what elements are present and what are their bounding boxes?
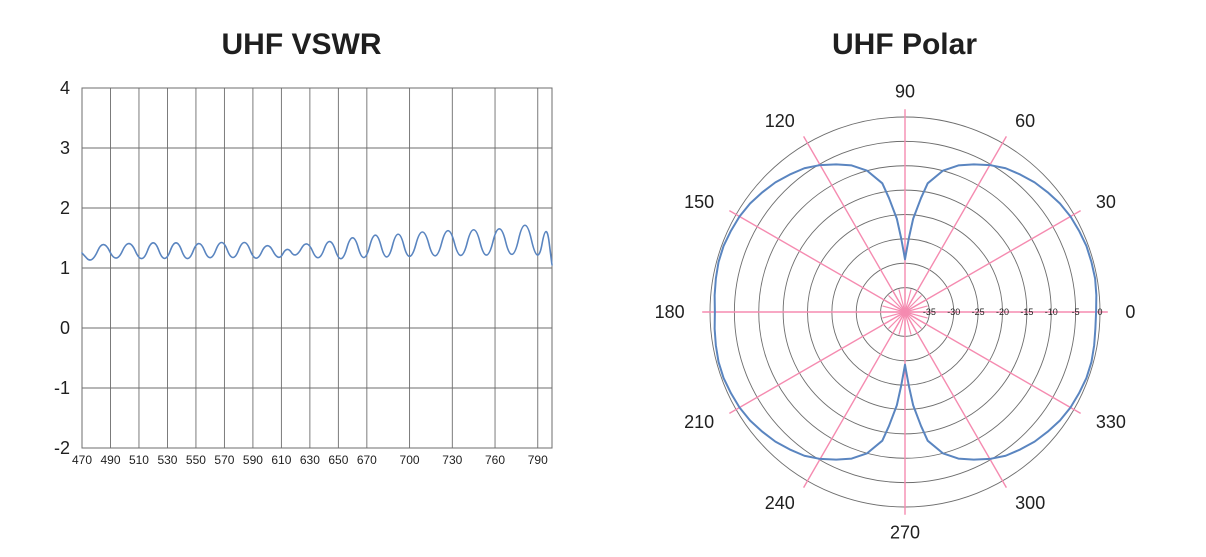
svg-text:60: 60	[1015, 111, 1035, 131]
svg-text:-20: -20	[995, 307, 1008, 317]
svg-text:630: 630	[299, 453, 319, 467]
svg-text:30: 30	[1095, 192, 1115, 212]
svg-text:-2: -2	[53, 438, 69, 458]
svg-text:4: 4	[59, 78, 69, 98]
svg-text:-5: -5	[1071, 307, 1079, 317]
svg-text:300: 300	[1015, 493, 1045, 513]
svg-text:180: 180	[654, 302, 684, 322]
svg-text:530: 530	[157, 453, 177, 467]
svg-text:590: 590	[242, 453, 262, 467]
svg-text:-15: -15	[1020, 307, 1033, 317]
svg-text:0: 0	[1125, 302, 1135, 322]
svg-text:-25: -25	[971, 307, 984, 317]
svg-text:330: 330	[1095, 412, 1125, 432]
polar-chart: 0 30 60 90 120 150 180 210 240 270 300 330 -35 -30 -25…	[605, 62, 1205, 557]
svg-text:-10: -10	[1044, 307, 1057, 317]
svg-text:550: 550	[185, 453, 205, 467]
chart-row: UHF VSWR -2-1012344704905105305505705906…	[0, 0, 1206, 557]
svg-text:240: 240	[764, 493, 794, 513]
svg-text:0: 0	[59, 318, 69, 338]
vswr-chart: -2 -1 0 1 2 3 4 470 490 510 530 550 570 590 610 630 650 6…	[12, 68, 592, 508]
vswr-panel: UHF VSWR -2 -1 0 1 2 3 4 470 490 510 530 550 570 590 6…	[0, 0, 603, 557]
vswr-title: UHF VSWR	[222, 28, 382, 62]
svg-text:-30: -30	[947, 307, 960, 317]
svg-text:610: 610	[271, 453, 291, 467]
svg-text:-1: -1	[53, 378, 69, 398]
svg-text:90: 90	[894, 82, 914, 102]
svg-text:760: 760	[485, 453, 505, 467]
svg-text:120: 120	[764, 111, 794, 131]
svg-text:-35: -35	[922, 307, 935, 317]
svg-text:670: 670	[356, 453, 376, 467]
svg-text:650: 650	[328, 453, 348, 467]
svg-text:490: 490	[100, 453, 120, 467]
svg-text:700: 700	[399, 453, 419, 467]
svg-text:570: 570	[214, 453, 234, 467]
svg-text:210: 210	[684, 412, 714, 432]
svg-text:2: 2	[59, 198, 69, 218]
svg-text:470: 470	[71, 453, 91, 467]
svg-text:790: 790	[527, 453, 547, 467]
svg-text:1: 1	[59, 258, 69, 278]
svg-text:150: 150	[684, 192, 714, 212]
polar-panel: UHF Polar 0 30 60 90 120 150 180 210 240 270 300 33…	[603, 0, 1206, 557]
svg-text:3: 3	[59, 138, 69, 158]
svg-text:270: 270	[889, 522, 919, 542]
polar-title: UHF Polar	[832, 28, 977, 62]
svg-text:730: 730	[442, 453, 462, 467]
svg-text:0: 0	[1097, 307, 1102, 317]
svg-text:510: 510	[128, 453, 148, 467]
